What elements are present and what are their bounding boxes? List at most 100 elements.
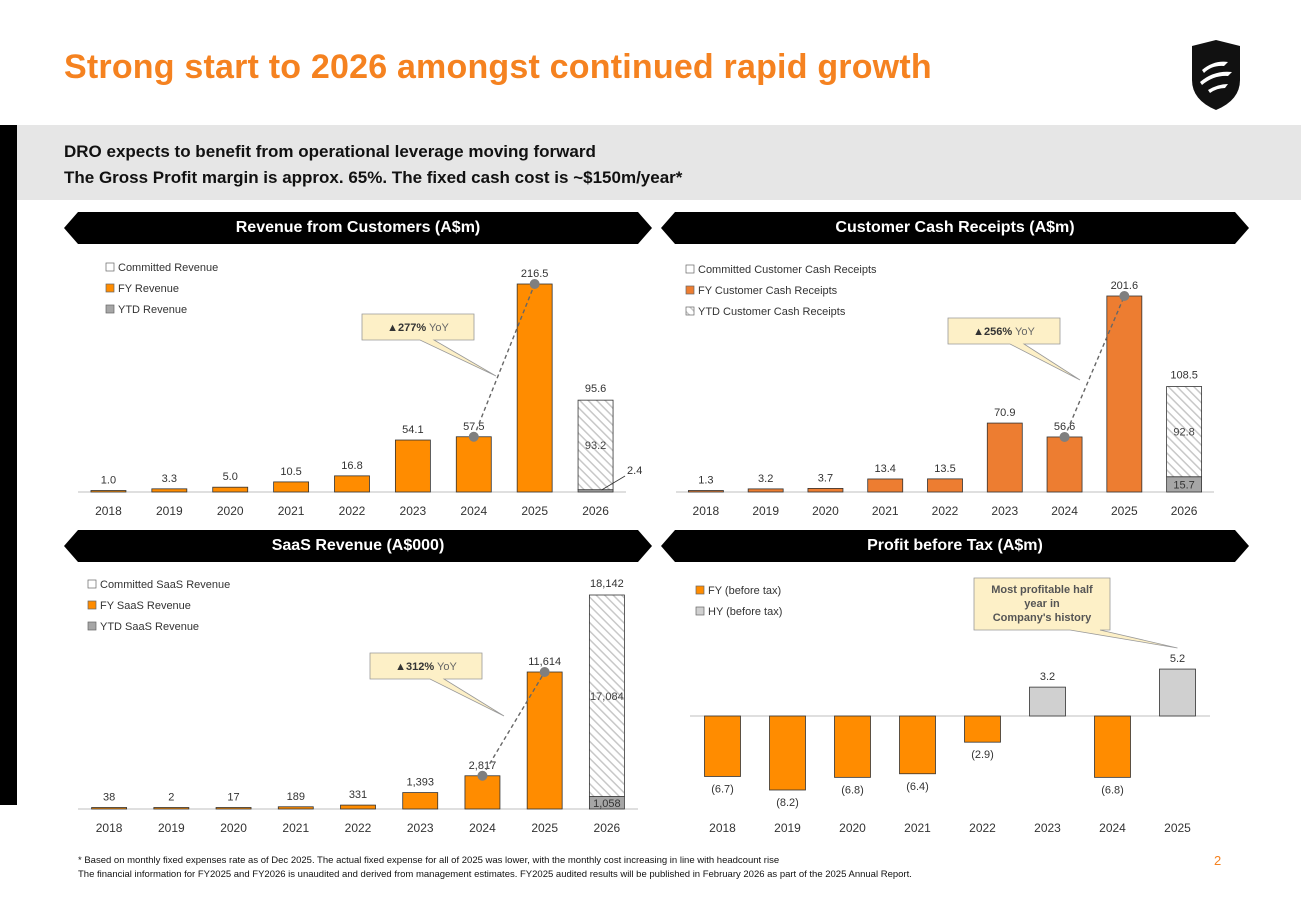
legend-label: Committed SaaS Revenue (100, 579, 230, 591)
x-tick-label: 2023 (400, 504, 427, 518)
bar (1159, 668, 1196, 717)
data-label: 13.5 (934, 463, 955, 475)
legend-swatch (695, 606, 705, 616)
bar-ytd (1166, 476, 1203, 493)
yoy-callout-saas-text: ▲312% YoY (395, 661, 457, 673)
data-label: 331 (349, 789, 367, 801)
bar (834, 715, 871, 778)
x-tick-label: 2019 (156, 504, 183, 518)
growth-marker (1059, 431, 1070, 442)
banner-pbt: Profit before Tax (A$m) (661, 530, 1249, 562)
data-label: 38 (103, 792, 115, 804)
callout-text-line: Company's history (993, 612, 1092, 624)
x-tick-label: 2025 (521, 504, 548, 518)
data-label: 13.4 (875, 463, 896, 475)
bar (153, 807, 190, 810)
legend-label: FY SaaS Revenue (100, 600, 191, 612)
x-tick-label: 2022 (969, 821, 996, 835)
data-label: 54.1 (402, 424, 423, 436)
x-tick-label: 2021 (282, 821, 309, 835)
yoy-callout-saas (369, 652, 505, 717)
data-label: 3.3 (162, 473, 177, 485)
footnote-2: The financial information for FY2025 and… (78, 869, 912, 880)
data-label-committed: 17,084 (590, 691, 624, 703)
data-label: 5.2 (1170, 653, 1185, 665)
bar (334, 475, 370, 493)
growth-marker (468, 431, 479, 442)
callout-text-line: Most profitable half (991, 584, 1093, 596)
x-tick-label: 2021 (904, 821, 931, 835)
chart-title-pbt: Profit before Tax (A$m) (867, 537, 1043, 554)
callout-text-line: year in (1024, 598, 1060, 610)
bar (215, 807, 252, 810)
yoy-callout-cash (947, 317, 1081, 381)
bar (394, 439, 431, 493)
x-tick-label: 2020 (217, 504, 244, 518)
data-label: (6.4) (906, 781, 929, 793)
data-label: (6.8) (841, 784, 864, 796)
data-label: (6.8) (1101, 784, 1124, 796)
x-tick-label: 2022 (345, 821, 372, 835)
x-tick-label: 2026 (582, 504, 609, 518)
bar-committed (1166, 386, 1203, 478)
bar (927, 478, 963, 493)
x-tick-label: 2020 (839, 821, 866, 835)
data-label-ytd: 1,058 (593, 798, 621, 810)
bar-committed (588, 594, 625, 797)
yoy-callout-revenue (361, 313, 497, 377)
subtitle-line-1: DRO expects to benefit from operational … (64, 142, 596, 161)
x-tick-label: 2020 (220, 821, 247, 835)
bar (867, 478, 904, 493)
bar (151, 488, 188, 493)
data-label: 10.5 (280, 466, 301, 478)
legend-swatch (695, 585, 705, 595)
x-tick-label: 2020 (812, 504, 839, 518)
data-label: (6.7) (711, 783, 734, 795)
legend-label: HY (before tax) (708, 606, 782, 618)
x-tick-label: 2026 (1171, 504, 1198, 518)
data-label: (2.9) (971, 749, 994, 761)
data-label: 1.0 (101, 475, 116, 487)
data-label: 3.7 (818, 472, 833, 484)
bar (90, 490, 127, 493)
data-label: 2 (168, 792, 174, 804)
banner-cash: Customer Cash Receipts (A$m) (661, 212, 1249, 244)
chart-title-saas: SaaS Revenue (A$000) (271, 537, 445, 554)
bar (1046, 436, 1083, 493)
page-number: 2 (1214, 853, 1222, 868)
legend-swatch (685, 306, 695, 316)
legend-swatch (685, 264, 695, 274)
chart-title-cash: Customer Cash Receipts (A$m) (835, 219, 1075, 236)
bar (455, 436, 492, 493)
data-label-total: 108.5 (1170, 370, 1198, 382)
yoy-callout-cash-text: ▲256% YoY (973, 326, 1035, 338)
x-tick-label: 2022 (339, 504, 366, 518)
x-tick-label: 2024 (460, 504, 487, 518)
bar (1029, 686, 1066, 717)
legend-swatch (87, 600, 97, 610)
bar (1106, 295, 1143, 493)
x-tick-label: 2019 (752, 504, 779, 518)
bar (704, 715, 741, 777)
bar (899, 715, 936, 775)
legend-swatch (87, 579, 97, 589)
data-label: 5.0 (223, 471, 238, 483)
bar (212, 486, 249, 493)
data-label: 189 (287, 791, 305, 803)
legend-label: FY Revenue (118, 283, 179, 295)
profitable-half-callout (973, 577, 1178, 649)
x-tick-label: 2019 (774, 821, 801, 835)
data-label: 57.5 (463, 421, 484, 433)
data-label: 1.3 (698, 475, 713, 487)
legend-label: FY Customer Cash Receipts (698, 285, 838, 297)
bar (526, 671, 563, 810)
data-label: 3.2 (758, 473, 773, 485)
data-label: 201.6 (1111, 280, 1139, 292)
bar (986, 422, 1023, 493)
bar (402, 792, 439, 810)
x-tick-label: 2018 (96, 821, 123, 835)
legend-swatch (87, 621, 97, 631)
growth-dashed-line (481, 671, 546, 777)
bar (687, 490, 724, 493)
x-tick-label: 2023 (1034, 821, 1061, 835)
